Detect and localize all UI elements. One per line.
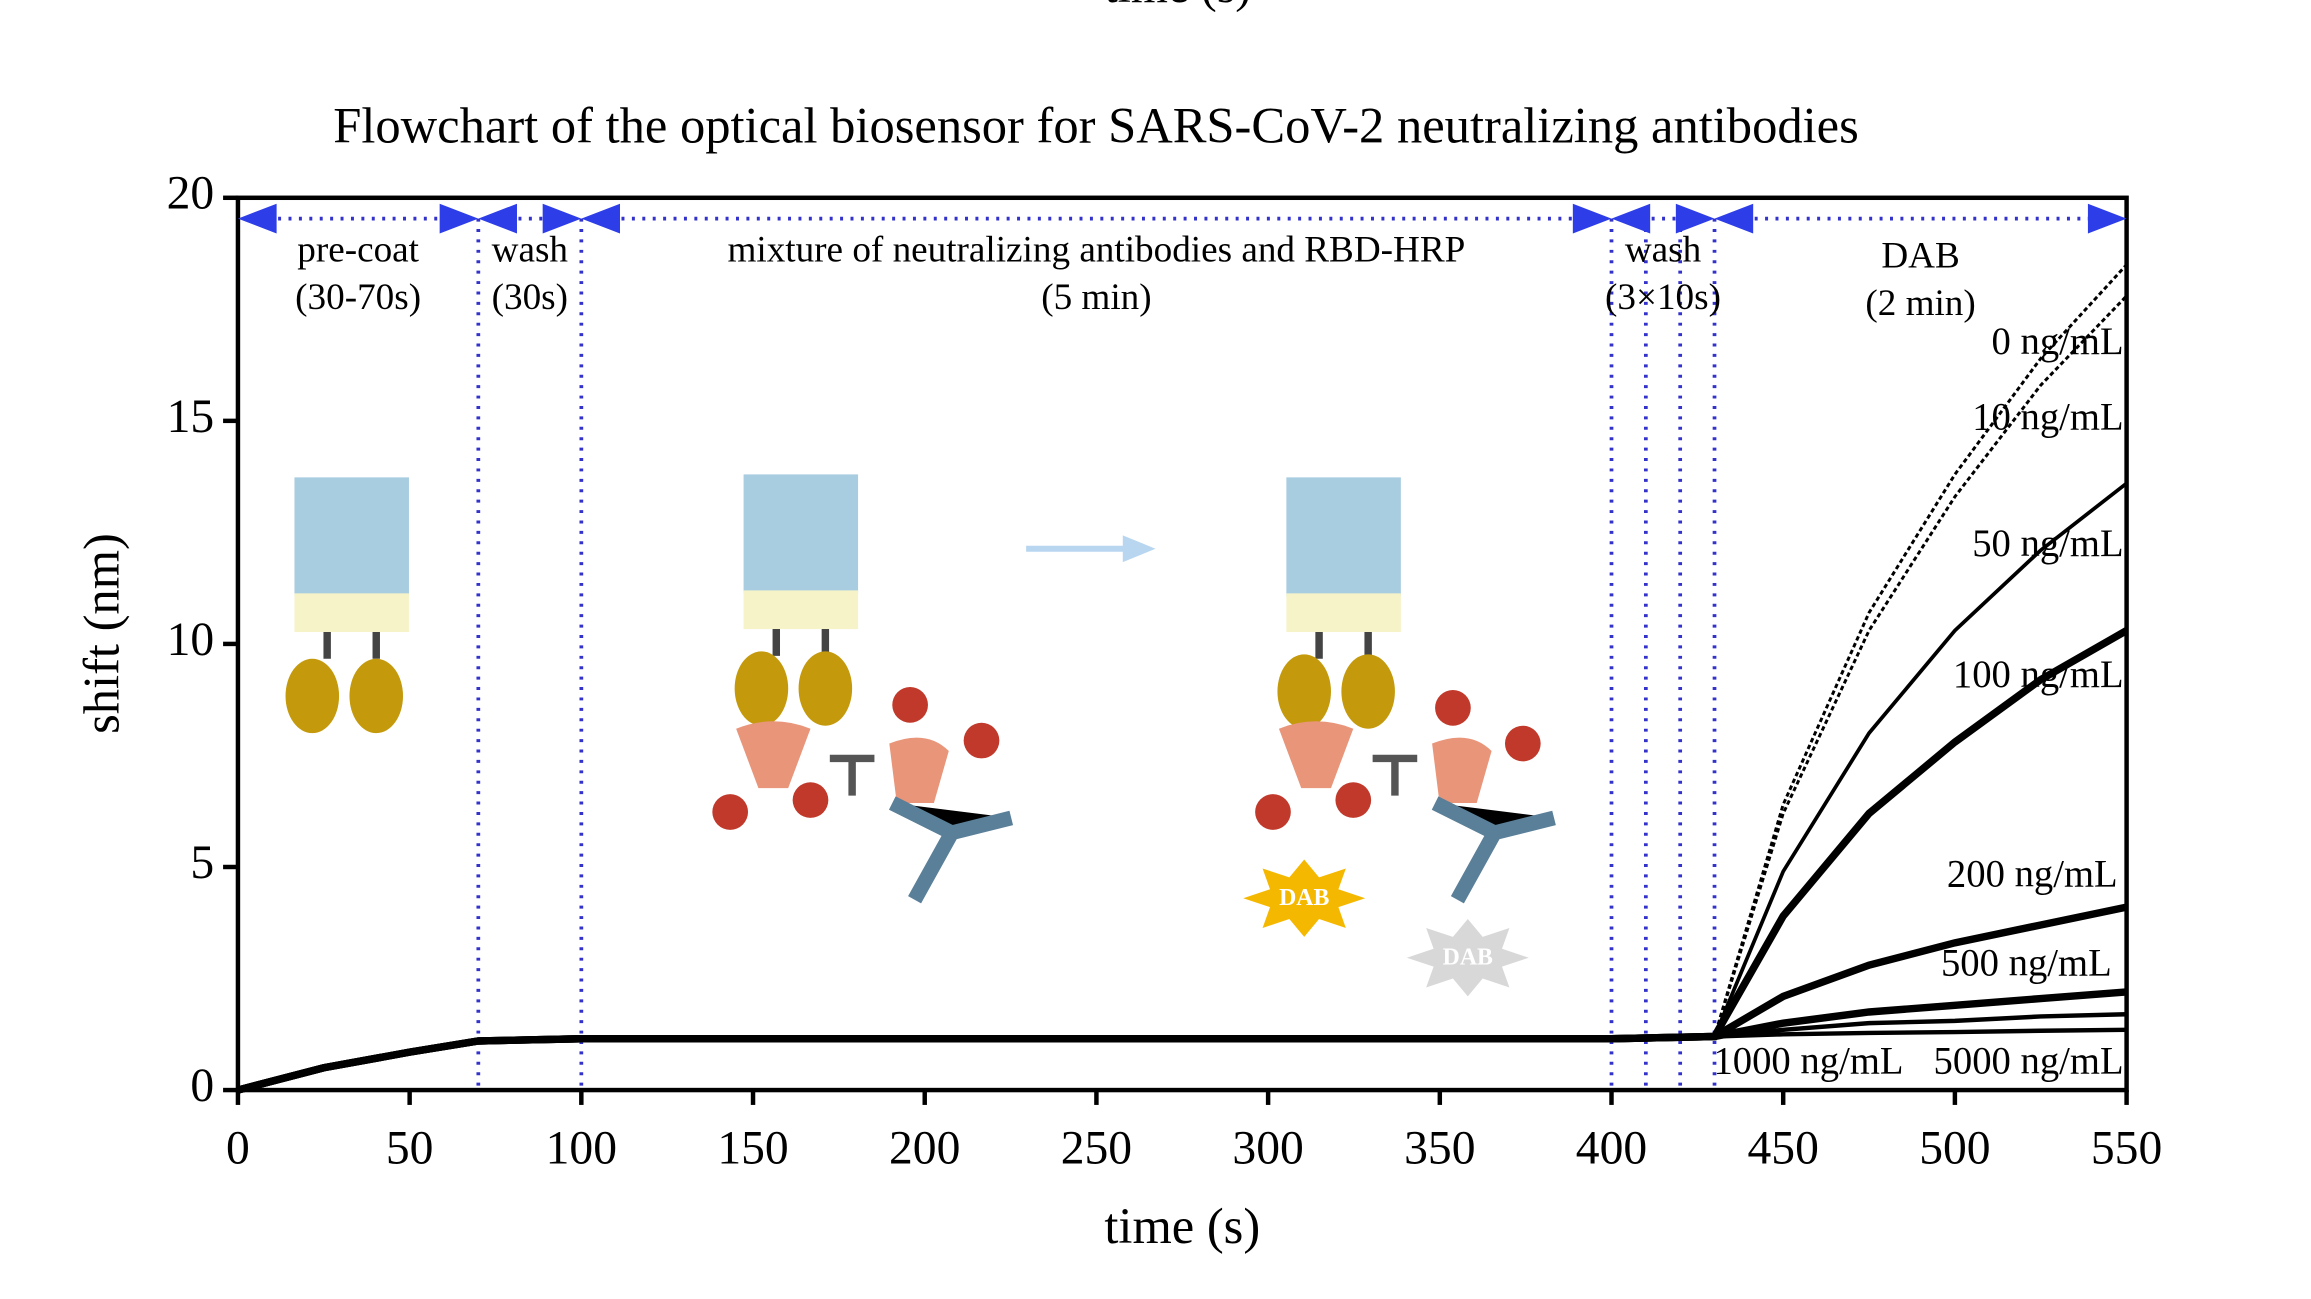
phase-duration: (5 min) <box>1041 277 1151 318</box>
phase-label: DAB <box>1881 235 1959 276</box>
x-tick-label: 300 <box>1232 1122 1303 1174</box>
arrow-head <box>478 203 582 234</box>
y-tick-label: 10 <box>167 614 215 666</box>
series-line <box>237 627 2129 1094</box>
y-tick-label: 5 <box>190 837 214 889</box>
phase-label: mixture of neutralizing antibodies and R… <box>727 229 1465 270</box>
series-line <box>237 481 2128 1092</box>
x-tick-label: 250 <box>1061 1122 1132 1174</box>
illustration-dab: DAB DAB <box>1243 477 1556 997</box>
series-label: 200 ng/mL <box>1947 853 2118 895</box>
x-tick-label: 450 <box>1748 1122 1819 1174</box>
arrow-head <box>1611 203 1715 234</box>
illustration-precoat <box>285 477 409 734</box>
phase-label: pre-coat <box>297 229 419 270</box>
x-tick-label: 500 <box>1919 1122 1990 1174</box>
x-tick-label: 550 <box>2091 1122 2162 1174</box>
phase-label: wash <box>492 229 569 270</box>
x-tick-label: 200 <box>889 1122 960 1174</box>
x-tick-label: 50 <box>386 1122 434 1174</box>
phase-duration: (2 min) <box>1865 283 1975 324</box>
series-label: 10 ng/mL <box>1972 397 2123 439</box>
phase-duration: (30-70s) <box>295 277 421 318</box>
x-tick-label: 400 <box>1576 1122 1647 1174</box>
series-line <box>237 263 2128 1092</box>
series-label: 50 ng/mL <box>1972 523 2123 565</box>
phase-label: wash <box>1625 229 1702 270</box>
series-line <box>237 1027 2127 1093</box>
y-axis-label: shift (nm) <box>74 533 130 734</box>
series-label: 1000 ng/mL <box>1713 1041 1903 1083</box>
y-tick-label: 15 <box>167 391 215 443</box>
x-axis-label: time (s) <box>1104 1198 1260 1254</box>
x-tick-label: 350 <box>1404 1122 1475 1174</box>
series-label: 5000 ng/mL <box>1934 1041 2124 1083</box>
x-tick-label: 0 <box>226 1122 250 1174</box>
chart-title: Flowchart of the optical biosensor for S… <box>333 97 1859 153</box>
series-label: 500 ng/mL <box>1941 943 2112 985</box>
x-tick-label: 150 <box>717 1122 788 1174</box>
y-tick-label: 0 <box>190 1060 214 1112</box>
illustration-label: DAB <box>1443 945 1493 971</box>
phase-duration: (3×10s) <box>1605 277 1721 318</box>
illustration-mixture <box>712 474 1156 904</box>
series-label: 100 ng/mL <box>1953 654 2124 696</box>
x-tick-label: 100 <box>546 1122 617 1174</box>
y-tick-label: 20 <box>167 168 215 220</box>
cropped-header: time (s) <box>1104 0 1251 13</box>
plot-frame <box>235 195 2129 1093</box>
phase-duration: (30s) <box>492 277 568 318</box>
series-label: 0 ng/mL <box>1992 321 2124 363</box>
illustration-label: DAB <box>1279 885 1329 911</box>
